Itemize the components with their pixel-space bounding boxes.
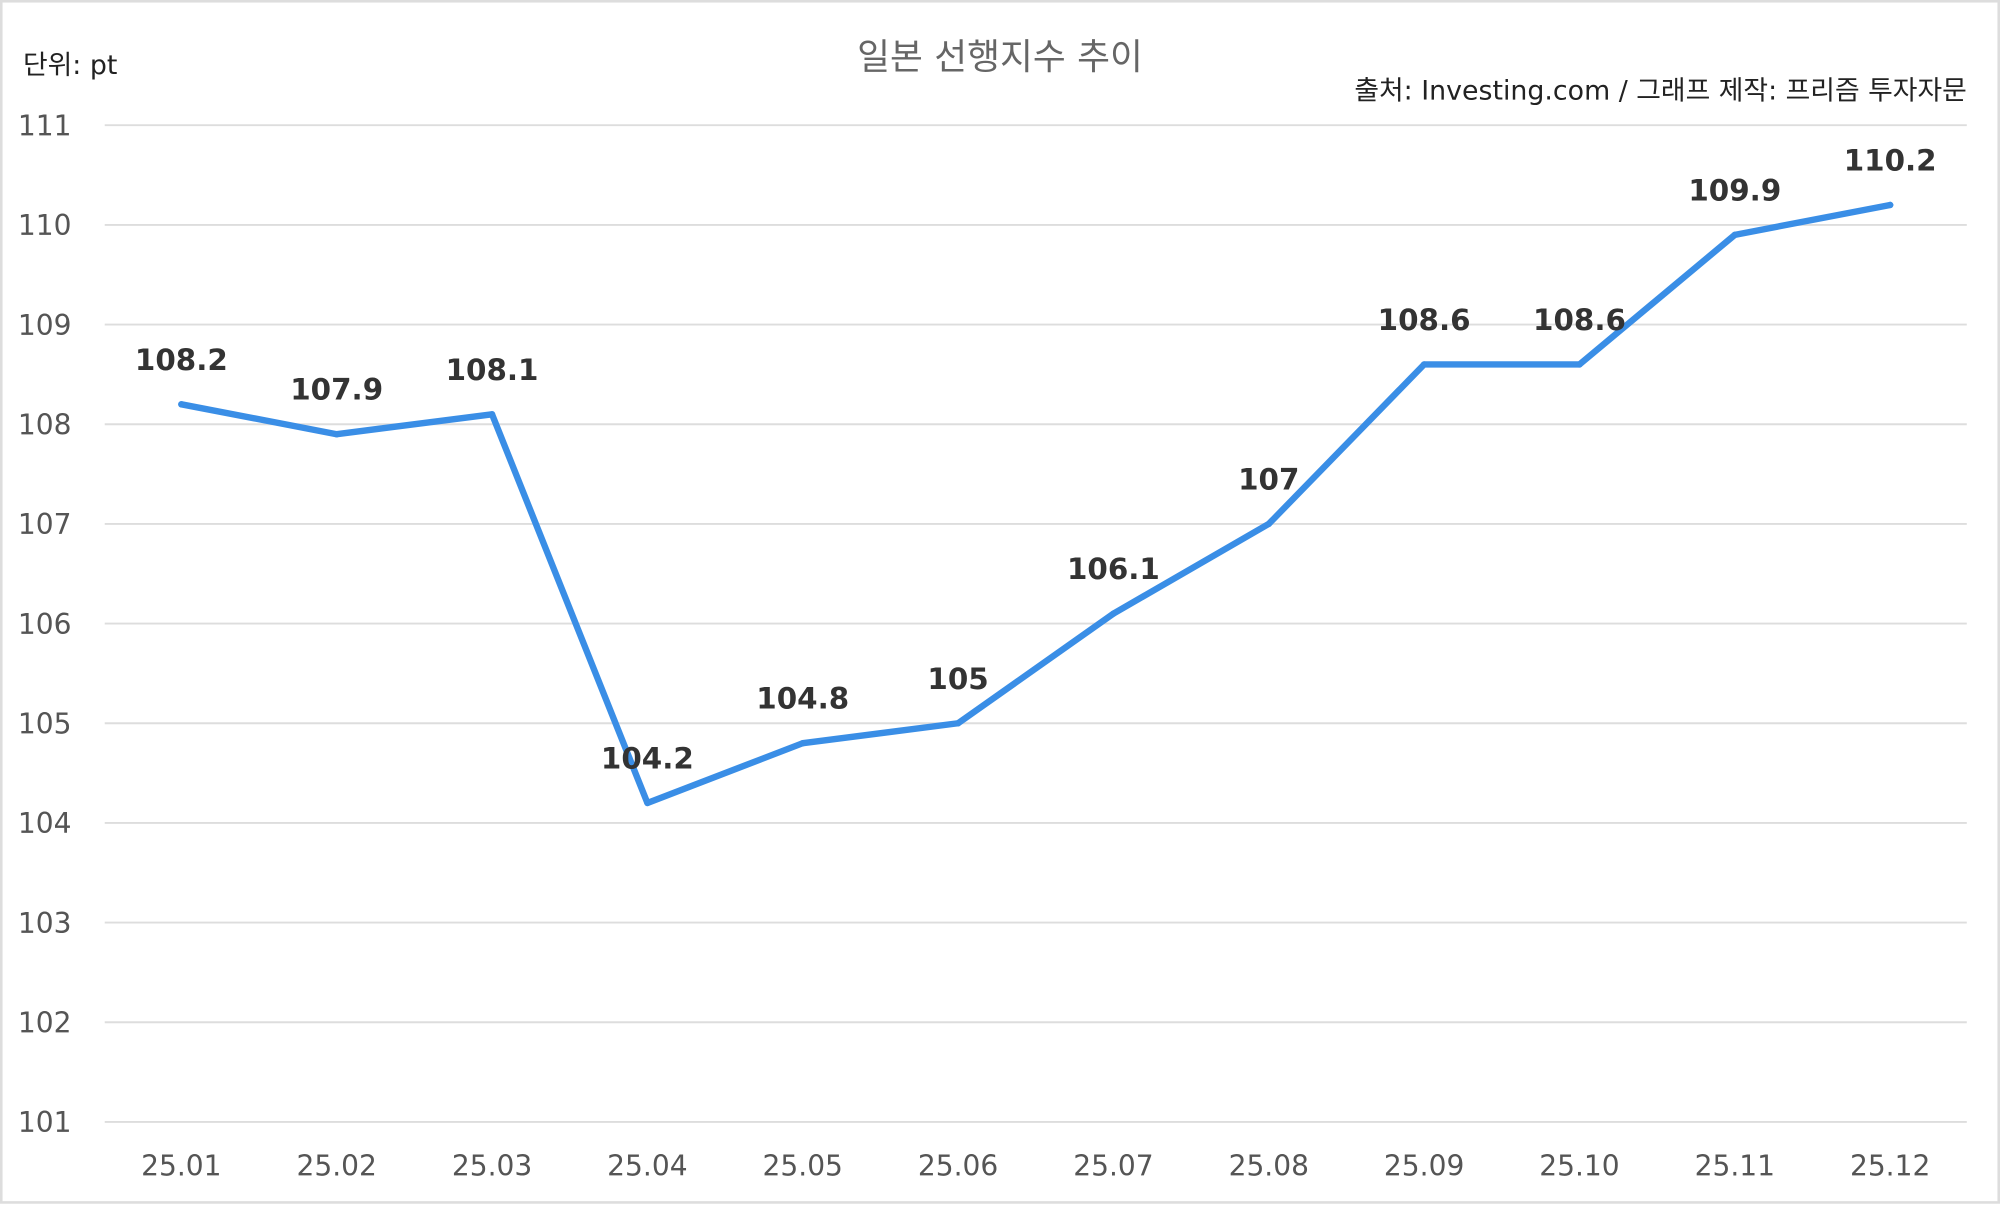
- x-tick-label: 25.12: [1850, 1150, 1930, 1183]
- series-line: [178, 201, 1894, 807]
- x-tick-label: 25.01: [141, 1150, 221, 1183]
- y-tick-label: 111: [18, 109, 72, 142]
- x-tick-label: 25.10: [1539, 1150, 1619, 1183]
- data-point: [488, 411, 496, 418]
- x-tick-label: 25.02: [296, 1150, 376, 1183]
- data-label: 110.2: [1844, 143, 1937, 177]
- data-label: 109.9: [1688, 173, 1781, 207]
- data-label: 106.1: [1067, 552, 1160, 586]
- data-label: 108.2: [135, 343, 228, 377]
- data-label: 104.8: [756, 682, 849, 716]
- data-point: [178, 401, 185, 408]
- data-point: [644, 799, 651, 807]
- data-label: 107: [1238, 462, 1299, 496]
- x-tick-label: 25.11: [1695, 1150, 1775, 1183]
- y-tick-label: 110: [18, 209, 72, 242]
- data-label: 108.6: [1533, 303, 1626, 337]
- y-tick-label: 103: [18, 907, 72, 940]
- data-label: 104.2: [601, 741, 694, 775]
- data-label: 108.1: [446, 353, 539, 387]
- y-tick-label: 101: [18, 1106, 72, 1139]
- chart-title: 일본 선행지수 추이: [857, 37, 1143, 78]
- data-point: [1110, 610, 1117, 617]
- data-point: [333, 431, 340, 438]
- data-point: [1265, 520, 1272, 528]
- data-point: [1731, 231, 1739, 239]
- data-point: [799, 739, 806, 747]
- data-point: [954, 720, 962, 727]
- data-label: 107.9: [290, 373, 383, 407]
- x-tick-label: 25.07: [1073, 1150, 1153, 1183]
- x-tick-label: 25.08: [1229, 1150, 1309, 1183]
- y-tick-label: 109: [18, 309, 72, 342]
- y-tick-label: 105: [18, 707, 72, 740]
- y-tick-label: 108: [18, 408, 72, 441]
- x-tick-label: 25.05: [763, 1150, 843, 1183]
- y-tick-label: 104: [18, 807, 72, 840]
- data-point: [1886, 201, 1894, 209]
- x-tick-label: 25.04: [607, 1150, 687, 1183]
- data-label: 105: [927, 662, 988, 696]
- x-tick-label: 25.06: [918, 1150, 998, 1183]
- unit-label: 단위: pt: [23, 50, 117, 81]
- x-tick-label: 25.09: [1384, 1150, 1464, 1183]
- data-point: [1576, 361, 1583, 368]
- data-point: [1420, 361, 1428, 368]
- data-label: 108.6: [1378, 303, 1471, 337]
- y-tick-label: 106: [18, 608, 72, 641]
- source-label: 출처: Investing.com / 그래프 제작: 프리즘 투자자문: [1354, 76, 1966, 107]
- y-tick-label: 107: [18, 508, 72, 541]
- y-tick-label: 102: [18, 1006, 72, 1039]
- x-tick-label: 25.03: [452, 1150, 532, 1183]
